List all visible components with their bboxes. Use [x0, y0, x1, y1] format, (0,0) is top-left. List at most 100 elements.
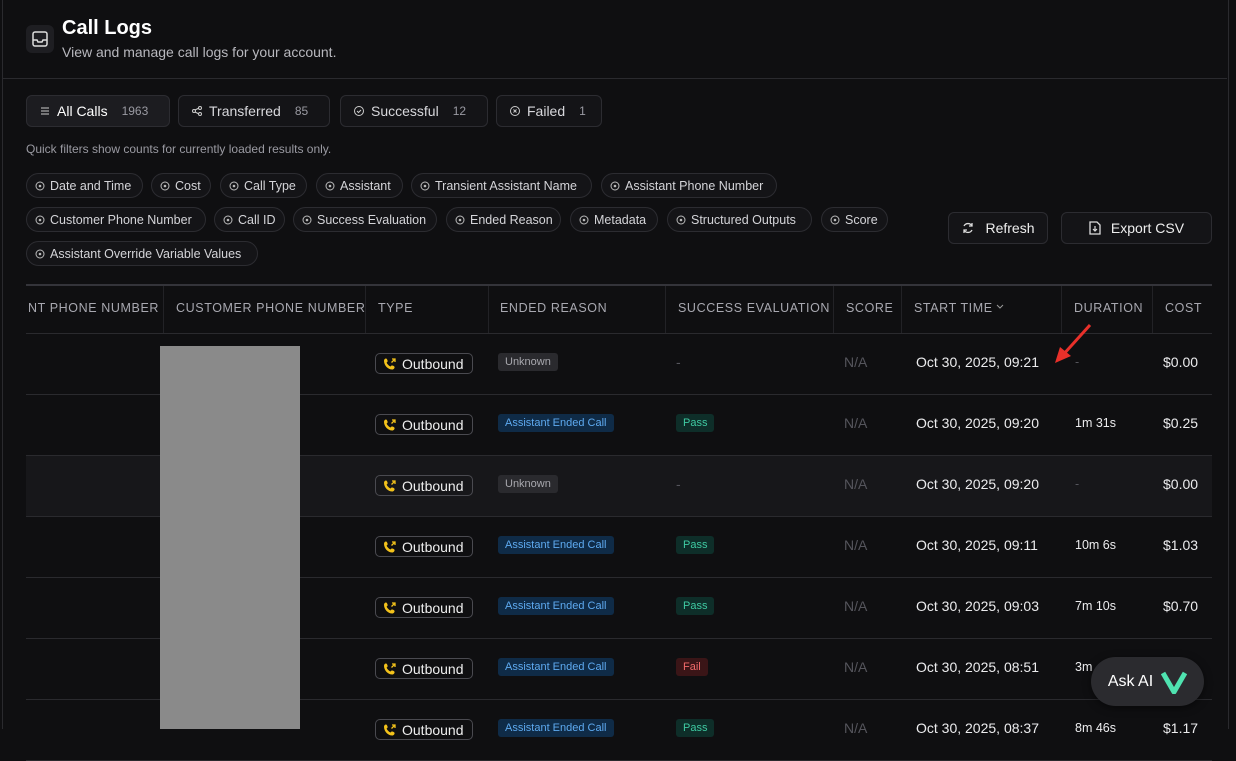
- chip-label: Call Type: [244, 178, 296, 193]
- call-type-label: Outbound: [402, 355, 464, 372]
- icon-svg: [384, 540, 396, 552]
- icon: [229, 181, 239, 191]
- filter-tab[interactable]: Failed 1: [496, 95, 602, 127]
- action-label: Export CSV: [1110, 220, 1185, 236]
- icon: [383, 662, 397, 676]
- filter-chip[interactable]: Structured Outputs: [667, 207, 812, 232]
- row-divider: [26, 516, 1212, 517]
- success-evaluation: Pass: [676, 597, 715, 615]
- column-header: DURATION: [1074, 301, 1144, 315]
- start-time: Oct 30, 2025, 08:51: [916, 659, 1039, 675]
- row-divider: [26, 455, 1212, 456]
- filter-chip[interactable]: Assistant: [316, 173, 403, 198]
- success-evaluation: Pass: [676, 719, 715, 737]
- icon: [35, 249, 45, 259]
- divider: [2, 78, 1227, 79]
- chip-label: Ended Reason: [470, 212, 553, 227]
- tab-count: 12: [452, 104, 467, 118]
- action-button[interactable]: Refresh: [948, 212, 1048, 244]
- icon: [302, 215, 312, 225]
- filter-chip[interactable]: Customer Phone Number: [26, 207, 206, 232]
- success-evaluation: Pass: [676, 536, 715, 554]
- duration: -: [1075, 355, 1080, 369]
- call-type-label: Outbound: [402, 538, 464, 555]
- ask-ai-label: Ask AI: [1107, 672, 1154, 690]
- row-divider: [26, 394, 1212, 395]
- column-header: NT PHONE NUMBER: [28, 301, 160, 315]
- filter-tab[interactable]: Transferred 85: [178, 95, 330, 127]
- start-time: Oct 30, 2025, 09:11: [916, 537, 1038, 553]
- icon-svg: [35, 249, 45, 258]
- filter-chip[interactable]: Date and Time: [26, 173, 143, 198]
- chip-label: Assistant Phone Number: [625, 178, 764, 193]
- icon-svg: [302, 215, 312, 224]
- annotation-arrow: [1055, 323, 1092, 363]
- filter-chip[interactable]: Metadata: [570, 207, 658, 232]
- icon: [509, 105, 521, 117]
- icon-svg: [579, 215, 589, 224]
- chip-label: Score: [845, 212, 878, 227]
- icon-svg: [830, 215, 840, 224]
- call-type: Outbound: [375, 658, 473, 679]
- ended-reason: Unknown: [498, 353, 558, 371]
- call-type-label: Outbound: [402, 477, 464, 494]
- column-header[interactable]: START TIME: [914, 301, 1007, 315]
- column-header: CUSTOMER PHONE NUMBER: [176, 301, 366, 315]
- column-header: COST: [1165, 301, 1203, 315]
- chip-label: Customer Phone Number: [50, 212, 192, 227]
- icon: [455, 215, 465, 225]
- ended-reason: Assistant Ended Call: [498, 719, 614, 737]
- score: N/A: [844, 476, 868, 492]
- duration: 3m: [1075, 660, 1093, 674]
- success-evaluation: -: [676, 476, 681, 492]
- ask-ai-button[interactable]: Ask AI: [1091, 657, 1204, 706]
- call-type-label: Outbound: [402, 721, 464, 738]
- start-time: Oct 30, 2025, 09:20: [916, 415, 1039, 431]
- filter-tab[interactable]: Successful 12: [340, 95, 488, 127]
- cost: $1.17: [1163, 720, 1199, 736]
- chip-label: Structured Outputs: [691, 212, 796, 227]
- icon-svg: [420, 181, 430, 190]
- duration: 7m 10s: [1075, 599, 1116, 613]
- icon-svg: [384, 662, 396, 674]
- call-type: Outbound: [375, 475, 473, 496]
- icon: [39, 105, 51, 117]
- icon: [961, 221, 975, 235]
- filter-chip[interactable]: Ended Reason: [446, 207, 561, 232]
- icon-svg: [35, 181, 45, 190]
- filter-chip[interactable]: Call ID: [214, 207, 285, 232]
- filter-chip[interactable]: Score: [821, 207, 888, 232]
- chip-label: Assistant Override Variable Values: [50, 246, 242, 261]
- header-bottom: [26, 333, 1212, 334]
- filter-chip[interactable]: Assistant Override Variable Values: [26, 241, 258, 266]
- call-type: Outbound: [375, 353, 473, 374]
- icon: [383, 418, 397, 432]
- start-time: Oct 30, 2025, 09:21: [916, 354, 1039, 370]
- score: N/A: [844, 659, 868, 675]
- ended-reason: Assistant Ended Call: [498, 597, 614, 615]
- filter-chip[interactable]: Success Evaluation: [293, 207, 437, 232]
- filter-chip[interactable]: Call Type: [220, 173, 307, 198]
- chip-label: Metadata: [594, 212, 647, 227]
- icon-svg: [229, 181, 239, 190]
- tab-label: Transferred: [209, 103, 281, 119]
- filter-chip[interactable]: Transient Assistant Name: [411, 173, 592, 198]
- filter-chip[interactable]: Assistant Phone Number: [601, 173, 777, 198]
- filter-tab[interactable]: All Calls 1963: [26, 95, 170, 127]
- column-header: ENDED REASON: [500, 301, 608, 315]
- ended-reason: Unknown: [498, 475, 558, 493]
- tab-count: 1963: [121, 104, 149, 118]
- icon: [383, 479, 397, 493]
- chip-label: Transient Assistant Name: [435, 178, 577, 193]
- score: N/A: [844, 598, 868, 614]
- icon: [353, 105, 365, 117]
- call-type-label: Outbound: [402, 416, 464, 433]
- icon-svg: [160, 181, 170, 190]
- icon-svg: [223, 215, 233, 224]
- filter-chip[interactable]: Cost: [151, 173, 211, 198]
- score: N/A: [844, 720, 868, 736]
- chip-label: Call ID: [238, 212, 276, 227]
- icon-svg: [510, 106, 520, 116]
- action-button[interactable]: Export CSV: [1061, 212, 1212, 244]
